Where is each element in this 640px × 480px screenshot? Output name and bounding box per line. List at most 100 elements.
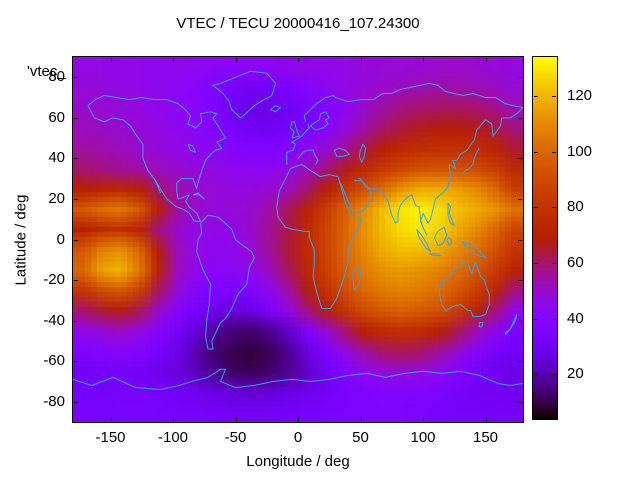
x-tick-mark [360,417,362,421]
coastline-path [188,144,196,152]
y-tick-label: 20 [48,189,65,207]
y-tick-label: -20 [43,271,65,289]
x-tick-label: -50 [224,429,247,446]
y-tick-mark [518,198,522,200]
coastline-path [197,215,255,349]
y-tick-mark [74,361,78,363]
colorbar-tick-mark [534,207,538,209]
coastline-path [88,96,226,222]
coastline-path [359,144,365,162]
coastline-path [447,237,452,245]
key-label: 'vtec_ [27,63,66,80]
colorbar-tick-mark [552,151,556,153]
coastline-path [213,71,276,118]
coastline-path [334,148,349,156]
coastline-path [154,179,160,193]
coastline-path [304,96,335,122]
colorbar-tick-mark [534,318,538,320]
colorbar-tick-label: 40 [567,309,584,327]
coastline-path [336,83,524,107]
colorbar-canvas [533,57,557,419]
x-tick-label: -100 [157,429,189,446]
x-tick-mark [173,417,174,421]
y-tick-label: -60 [43,352,65,370]
y-tick-mark [518,401,522,403]
coastline-path [298,150,318,164]
colorbar-tick-mark [534,374,538,376]
plot-area [72,56,524,423]
y-tick-mark [518,239,522,241]
coastline-path [417,229,431,251]
colorbar-tick-label: 80 [567,198,584,216]
x-tick-mark [173,58,174,62]
colorbar-tick-mark [552,95,556,97]
y-tick-mark [74,198,78,200]
coastline-path [271,106,281,112]
coastline-path [73,369,523,389]
y-tick-mark [518,280,522,282]
y-tick-mark [518,117,522,119]
coastline-path [448,203,454,225]
x-tick-mark [110,417,112,421]
coastline-path [277,164,362,308]
y-tick-mark [74,320,78,322]
colorbar-tick-mark [552,263,556,265]
y-tick-mark [74,280,78,282]
x-tick-label: 50 [352,429,369,446]
colorbar-tick-label: 60 [567,254,584,272]
y-tick-mark [74,117,78,119]
y-tick-label: 40 [48,149,65,167]
coastline-path [311,112,330,130]
x-tick-mark [298,58,299,62]
y-tick-mark [518,320,522,322]
coastline-path [287,124,310,165]
x-tick-label: -150 [95,429,126,446]
y-tick-mark [518,361,522,363]
y-tick-label: 0 [56,230,65,248]
x-tick-mark [235,58,237,62]
coastline-path [358,108,523,236]
x-axis-label: Longitude / deg [246,453,350,470]
x-tick-mark [423,58,424,62]
y-tick-label: -40 [43,311,65,329]
colorbar-tick-label: 120 [567,86,593,104]
y-tick-label: -80 [43,392,65,410]
coastline-path [341,181,372,213]
y-tick-label: 60 [48,108,65,126]
colorbar-tick-mark [534,263,538,265]
y-tick-mark [74,401,78,403]
y-tick-mark [74,77,78,79]
x-tick-mark [423,417,424,421]
colorbar-tick-label: 100 [567,142,593,160]
colorbar-tick-mark [534,95,538,97]
x-tick-mark [110,58,112,62]
colorbar [532,56,558,420]
colorbar-tick-mark [552,374,556,376]
coastline-path [353,266,361,290]
coastline-path [291,122,300,138]
x-tick-label: 0 [293,429,303,446]
y-tick-mark [518,77,522,79]
x-tick-mark [235,417,237,421]
y-tick-label: 80 [48,68,65,86]
coastline-path [479,323,483,327]
x-tick-mark [298,417,299,421]
coastlines-overlay [73,57,523,422]
x-tick-mark [360,58,362,62]
coastline-path [506,315,517,335]
colorbar-tick-mark [552,318,556,320]
colorbar-tick-mark [534,151,538,153]
chart-title: VTEC / TECU 20000416_107.24300 [176,15,420,32]
x-tick-label: 150 [472,429,499,446]
x-tick-mark [485,58,487,62]
tec-heatmap-canvas [73,57,523,422]
y-tick-mark [74,158,78,160]
y-tick-mark [518,158,522,160]
x-tick-mark [485,417,487,421]
colorbar-tick-mark [552,207,556,209]
coastline-path [193,193,204,199]
coastline-path [434,227,447,245]
x-tick-label: 100 [410,429,436,446]
coastline-path [462,242,486,258]
